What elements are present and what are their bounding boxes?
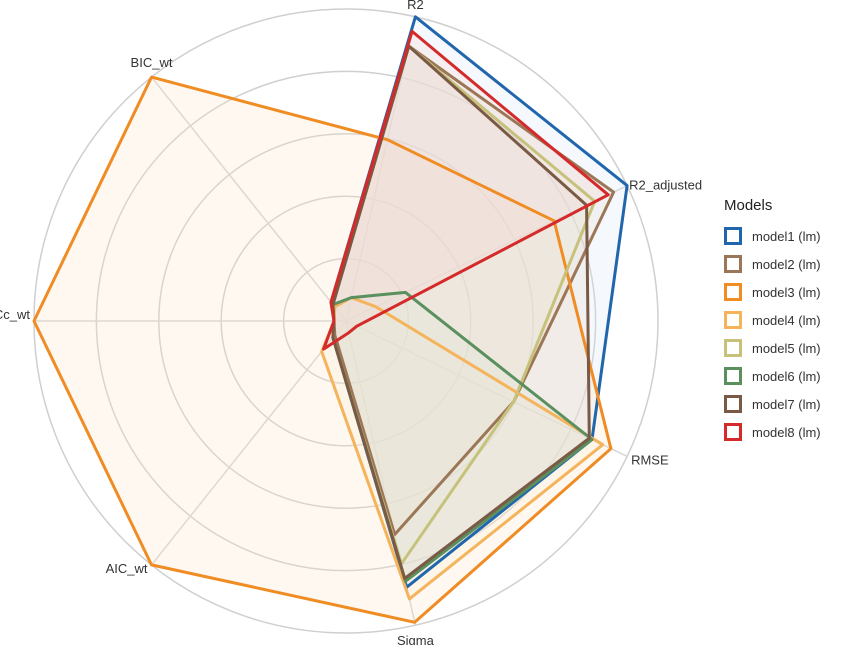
legend-label-2: model2 (lm): [752, 256, 821, 272]
radar-axis-labels: R2 R2_adjusted RMSE Sigma AIC_wt AICc_wt BIC_w…: [0, 0, 702, 645]
legend-label-1: model1 (lm): [752, 228, 821, 244]
legend-swatch-6: [724, 367, 742, 385]
spoke-AIC_wt: [150, 320, 347, 566]
legend-swatch-2: [724, 255, 742, 273]
legend-label-8: model8 (lm): [752, 424, 821, 440]
spoke-BIC_wt: [150, 76, 347, 322]
legend-label-3: model3 (lm): [752, 284, 821, 300]
legend-swatch-5: [724, 339, 742, 357]
legend-swatch-8: [724, 423, 742, 441]
spoke-RMSE: [345, 320, 628, 458]
legend-label-6: model6 (lm): [752, 368, 821, 384]
legend-title: Models: [724, 197, 773, 214]
legend-item-7: model7 (lm): [724, 390, 821, 418]
series-fill-1: [331, 16, 628, 588]
legend-swatch-1: [724, 227, 742, 245]
series-fill-8: [323, 31, 609, 350]
axis-label-sigma: Sigma: [397, 633, 435, 645]
series-fill-6: [332, 292, 592, 582]
legend: Models model1 (lm) model2 (lm) model3 (lm)…: [724, 197, 821, 446]
legend-label-7: model7 (lm): [752, 396, 821, 412]
legend-swatch-4: [724, 311, 742, 329]
legend-item-5: model5 (lm): [724, 334, 821, 362]
legend-item-1: model1 (lm): [724, 222, 821, 250]
series-fill-7: [332, 46, 590, 579]
legend-label-5: model5 (lm): [752, 340, 821, 356]
legend-items: model1 (lm) model2 (lm) model3 (lm) model4 …: [724, 222, 821, 446]
axis-label-r2_adjusted: R2_adjusted: [629, 178, 702, 193]
axis-label-r2: R2: [407, 0, 424, 12]
legend-label-4: model4 (lm): [752, 312, 821, 328]
legend-item-6: model6 (lm): [724, 362, 821, 390]
legend-item-3: model3 (lm): [724, 278, 821, 306]
series-line-3: [32, 75, 613, 624]
legend-item-8: model8 (lm): [724, 418, 821, 446]
legend-item-2: model2 (lm): [724, 250, 821, 278]
series-fill-5: [331, 46, 595, 564]
legend-swatch-3: [724, 283, 742, 301]
legend-item-4: model4 (lm): [724, 306, 821, 334]
axis-label-aic_wt: AIC_wt: [106, 561, 148, 576]
series-line-8: [322, 29, 610, 351]
radar-series: [32, 15, 629, 624]
axis-label-aicc_wt: AICc_wt: [0, 307, 30, 322]
axis-label-bic_wt: BIC_wt: [131, 55, 173, 70]
legend-swatch-7: [724, 395, 742, 413]
axis-label-rmse: RMSE: [631, 452, 669, 467]
